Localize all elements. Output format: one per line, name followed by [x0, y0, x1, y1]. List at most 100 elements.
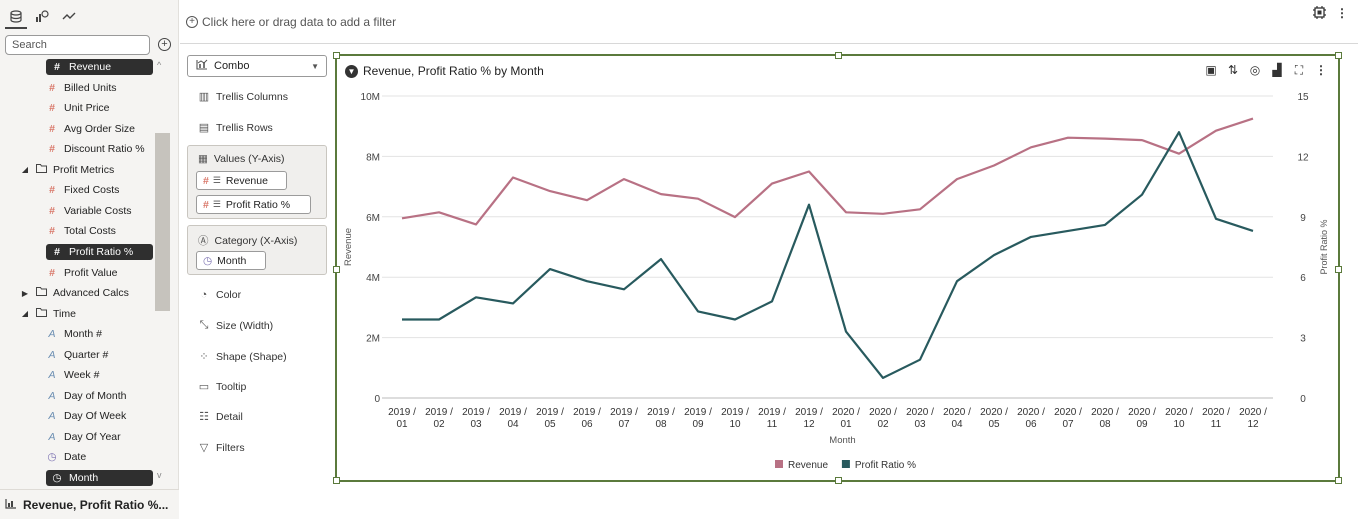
properties-icon[interactable]: ▣ [1205, 63, 1217, 77]
tree-item[interactable]: A Quarter # [46, 347, 108, 363]
tree-item[interactable]: A Day Of Week [46, 408, 126, 424]
filters-drop[interactable]: ▽ Filters [198, 441, 245, 455]
tree-item[interactable]: # Fixed Costs [46, 182, 119, 198]
scroll-down-icon[interactable]: v [157, 470, 162, 480]
tree-item[interactable]: Profit Metrics [35, 162, 114, 178]
tree-item-label: Time [53, 307, 76, 320]
value-pill-profit-ratio[interactable]: # ☰ Profit Ratio % [196, 195, 311, 214]
add-data-icon[interactable]: + [158, 38, 171, 51]
detail-label: Detail [216, 410, 243, 423]
legend-label: Revenue [788, 460, 828, 471]
resize-handle[interactable] [1335, 477, 1342, 484]
more-options-icon[interactable]: ⋮ [1315, 63, 1327, 77]
x-tick-label: 2019 / [758, 407, 786, 418]
tree-item[interactable]: Advanced Calcs [35, 285, 129, 301]
palette-icon: ◔ [200, 289, 208, 301]
x-tick-label: 06 [581, 419, 593, 430]
collapse-icon[interactable]: ◢ [21, 165, 29, 175]
resize-handle[interactable] [333, 266, 340, 273]
analytics-icon[interactable] [61, 8, 77, 24]
series-line [402, 131, 1254, 379]
collapse-icon[interactable]: ◢ [21, 309, 29, 319]
resize-handle[interactable] [333, 52, 340, 59]
category-header: Category (X-Axis) [214, 234, 298, 247]
shape-drop[interactable]: ⁘ Shape (Shape) [198, 350, 286, 364]
tree-item[interactable]: A Day Of Year [46, 429, 120, 445]
value-pill-revenue[interactable]: # ☰ Revenue [196, 171, 287, 190]
trellis-columns-drop[interactable]: ▥ Trellis Columns [198, 90, 288, 104]
maximize-icon[interactable]: ⛶ [1294, 63, 1304, 77]
tooltip-drop[interactable]: ▭ Tooltip [198, 380, 247, 394]
trellis-rows-drop[interactable]: ▤ Trellis Rows [198, 121, 273, 135]
filter-bar[interactable]: + Click here or drag data to add a filte… [180, 0, 1358, 44]
tree-item[interactable]: # Variable Costs [46, 203, 132, 219]
size-drop[interactable]: ⤡ Size (Width) [198, 319, 274, 332]
measure-icon: # [49, 122, 55, 135]
more-options-icon[interactable]: ⋮ [1336, 6, 1348, 20]
tree-item[interactable]: ◷ Month [46, 470, 153, 486]
grammar-panel: Combo ▼ ▥ Trellis Columns ▤ Trellis Rows… [180, 45, 330, 519]
x-tick-label: 04 [507, 419, 519, 430]
x-tick-label: 10 [1173, 419, 1185, 430]
x-tick-label: 12 [1247, 419, 1259, 430]
tree-item[interactable]: ◷ Date [46, 449, 86, 465]
tree-item[interactable]: # Profit Value [46, 265, 117, 281]
add-filter-icon[interactable]: + [186, 16, 198, 28]
x-tick-label: 2020 / [1128, 407, 1156, 418]
resize-handle[interactable] [333, 477, 340, 484]
canvas-properties-icon[interactable] [1313, 6, 1326, 22]
y2-tick-label: 15 [1297, 92, 1309, 103]
chart-type-select[interactable]: Combo ▼ [187, 55, 327, 77]
tree-item[interactable]: Time [35, 306, 76, 322]
x-tick-label: 02 [877, 419, 889, 430]
tree-item[interactable]: # Avg Order Size [46, 121, 135, 137]
category-pill-month[interactable]: ◷ Month [196, 251, 266, 270]
resize-handle[interactable] [835, 52, 842, 59]
y2-tick-label: 0 [1300, 394, 1306, 405]
expand-icon[interactable]: ▶ [21, 288, 29, 298]
search-input[interactable] [5, 35, 150, 55]
chart-type-icon[interactable]: ▟ [1272, 63, 1282, 77]
x-tick-label: 02 [433, 419, 445, 430]
category-x-axis-drop[interactable]: Ⓐ Category (X-Axis) ◷ Month [187, 225, 327, 275]
x-tick-label: 2020 / [869, 407, 897, 418]
database-icon[interactable] [5, 8, 27, 29]
detail-drop[interactable]: ☷ Detail [198, 410, 243, 424]
canvas-toolbar: ⋮ [1313, 6, 1348, 22]
tree-item[interactable]: # Discount Ratio % [46, 141, 144, 157]
visualizations-icon[interactable] [34, 8, 50, 24]
canvas-tab-label: Revenue, Profit Ratio %... [23, 497, 169, 512]
resize-handle[interactable] [1335, 266, 1342, 273]
tree-item[interactable]: # Total Costs [46, 223, 116, 239]
tree-item[interactable]: A Month # [46, 326, 101, 342]
chevron-down-icon: ▼ [311, 62, 319, 71]
tree-item[interactable]: A Day of Month [46, 388, 126, 404]
tree-item[interactable]: # Revenue [46, 59, 153, 75]
values-header: Values (Y-Axis) [213, 153, 285, 165]
values-y-axis-drop[interactable]: ▦ Values (Y-Axis) # ☰ Revenue # ☰ Profit Rati… [187, 145, 327, 219]
scroll-up-icon[interactable]: ^ [157, 60, 162, 70]
target-icon[interactable]: ◎ [1249, 63, 1261, 77]
sort-icon[interactable]: ⇅ [1227, 63, 1239, 77]
value-pill-label: Revenue [225, 174, 268, 187]
resize-handle[interactable] [835, 477, 842, 484]
attribute-icon: A [48, 328, 56, 341]
tooltip-icon: ▭ [198, 381, 210, 393]
tree-item[interactable]: # Profit Ratio % [46, 243, 153, 260]
tree-item[interactable]: # Billed Units [46, 80, 116, 96]
tree-item-label: Variable Costs [64, 204, 132, 217]
data-panel-tabs [0, 0, 179, 30]
tree-item[interactable]: # Unit Price [46, 100, 109, 116]
canvas-tab[interactable]: Revenue, Profit Ratio %... [0, 489, 179, 519]
clock-icon: ◷ [47, 451, 57, 464]
x-tick-label: 2020 / [1054, 407, 1082, 418]
resize-handle[interactable] [1335, 52, 1342, 59]
tree-scrollbar[interactable] [155, 133, 170, 311]
tree-item[interactable]: A Week # [46, 367, 99, 383]
tooltip-label: Tooltip [216, 380, 247, 393]
color-drop[interactable]: ◔ Color [198, 289, 241, 301]
x-tick-label: 04 [951, 419, 963, 430]
visualization-canvas[interactable]: ▼ Revenue, Profit Ratio % by Month ▣ ⇅ ◎… [333, 52, 1342, 484]
filter-icon[interactable]: ▼ [345, 64, 358, 78]
x-tick-label: 2020 / [1202, 407, 1230, 418]
